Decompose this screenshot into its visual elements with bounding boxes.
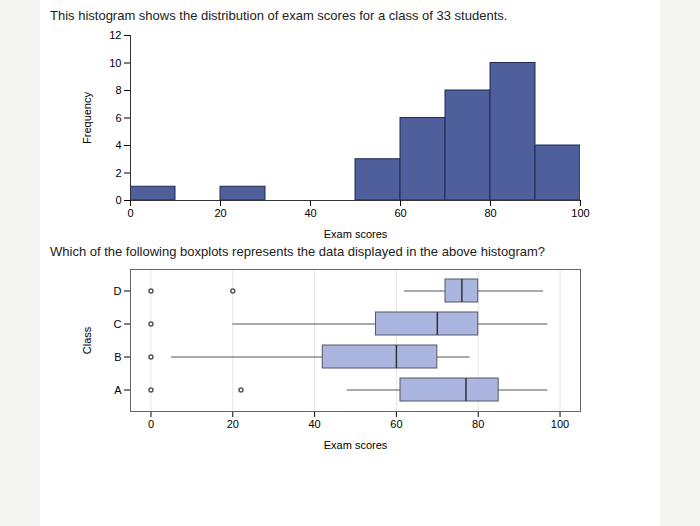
html-text:This histogram shows the distr: This histogram shows the distribution of… [50,8,508,23]
svg-text:8: 8 [115,84,121,96]
svg-text:A: A [114,384,122,396]
svg-text:C: C [114,318,122,330]
svg-text:80: 80 [484,207,496,219]
svg-text:60: 60 [390,418,402,430]
svg-text:2: 2 [115,167,121,179]
svg-text:4: 4 [115,139,121,151]
svg-text:10: 10 [109,57,121,69]
svg-text:100: 100 [571,207,589,219]
svg-text:80: 80 [472,418,484,430]
svg-text:20: 20 [227,418,239,430]
svg-text:20: 20 [214,207,226,219]
svg-text:0: 0 [127,207,133,219]
svg-text:12: 12 [109,29,121,41]
svg-text:Class: Class [81,326,93,354]
svg-text:6: 6 [115,112,121,124]
html-text:Which of the following boxplot: Which of the following boxplots represen… [50,244,545,259]
svg-text:0: 0 [148,418,154,430]
svg-text:40: 40 [308,418,320,430]
svg-text:60: 60 [394,207,406,219]
svg-text:100: 100 [551,418,569,430]
svg-text:0: 0 [115,194,121,206]
svg-text:Exam scores: Exam scores [324,439,388,451]
svg-text:Exam scores: Exam scores [324,228,388,240]
svg-text:B: B [114,351,121,363]
svg-text:Frequency: Frequency [81,92,93,144]
svg-text:D: D [114,285,122,297]
svg-text:40: 40 [304,207,316,219]
